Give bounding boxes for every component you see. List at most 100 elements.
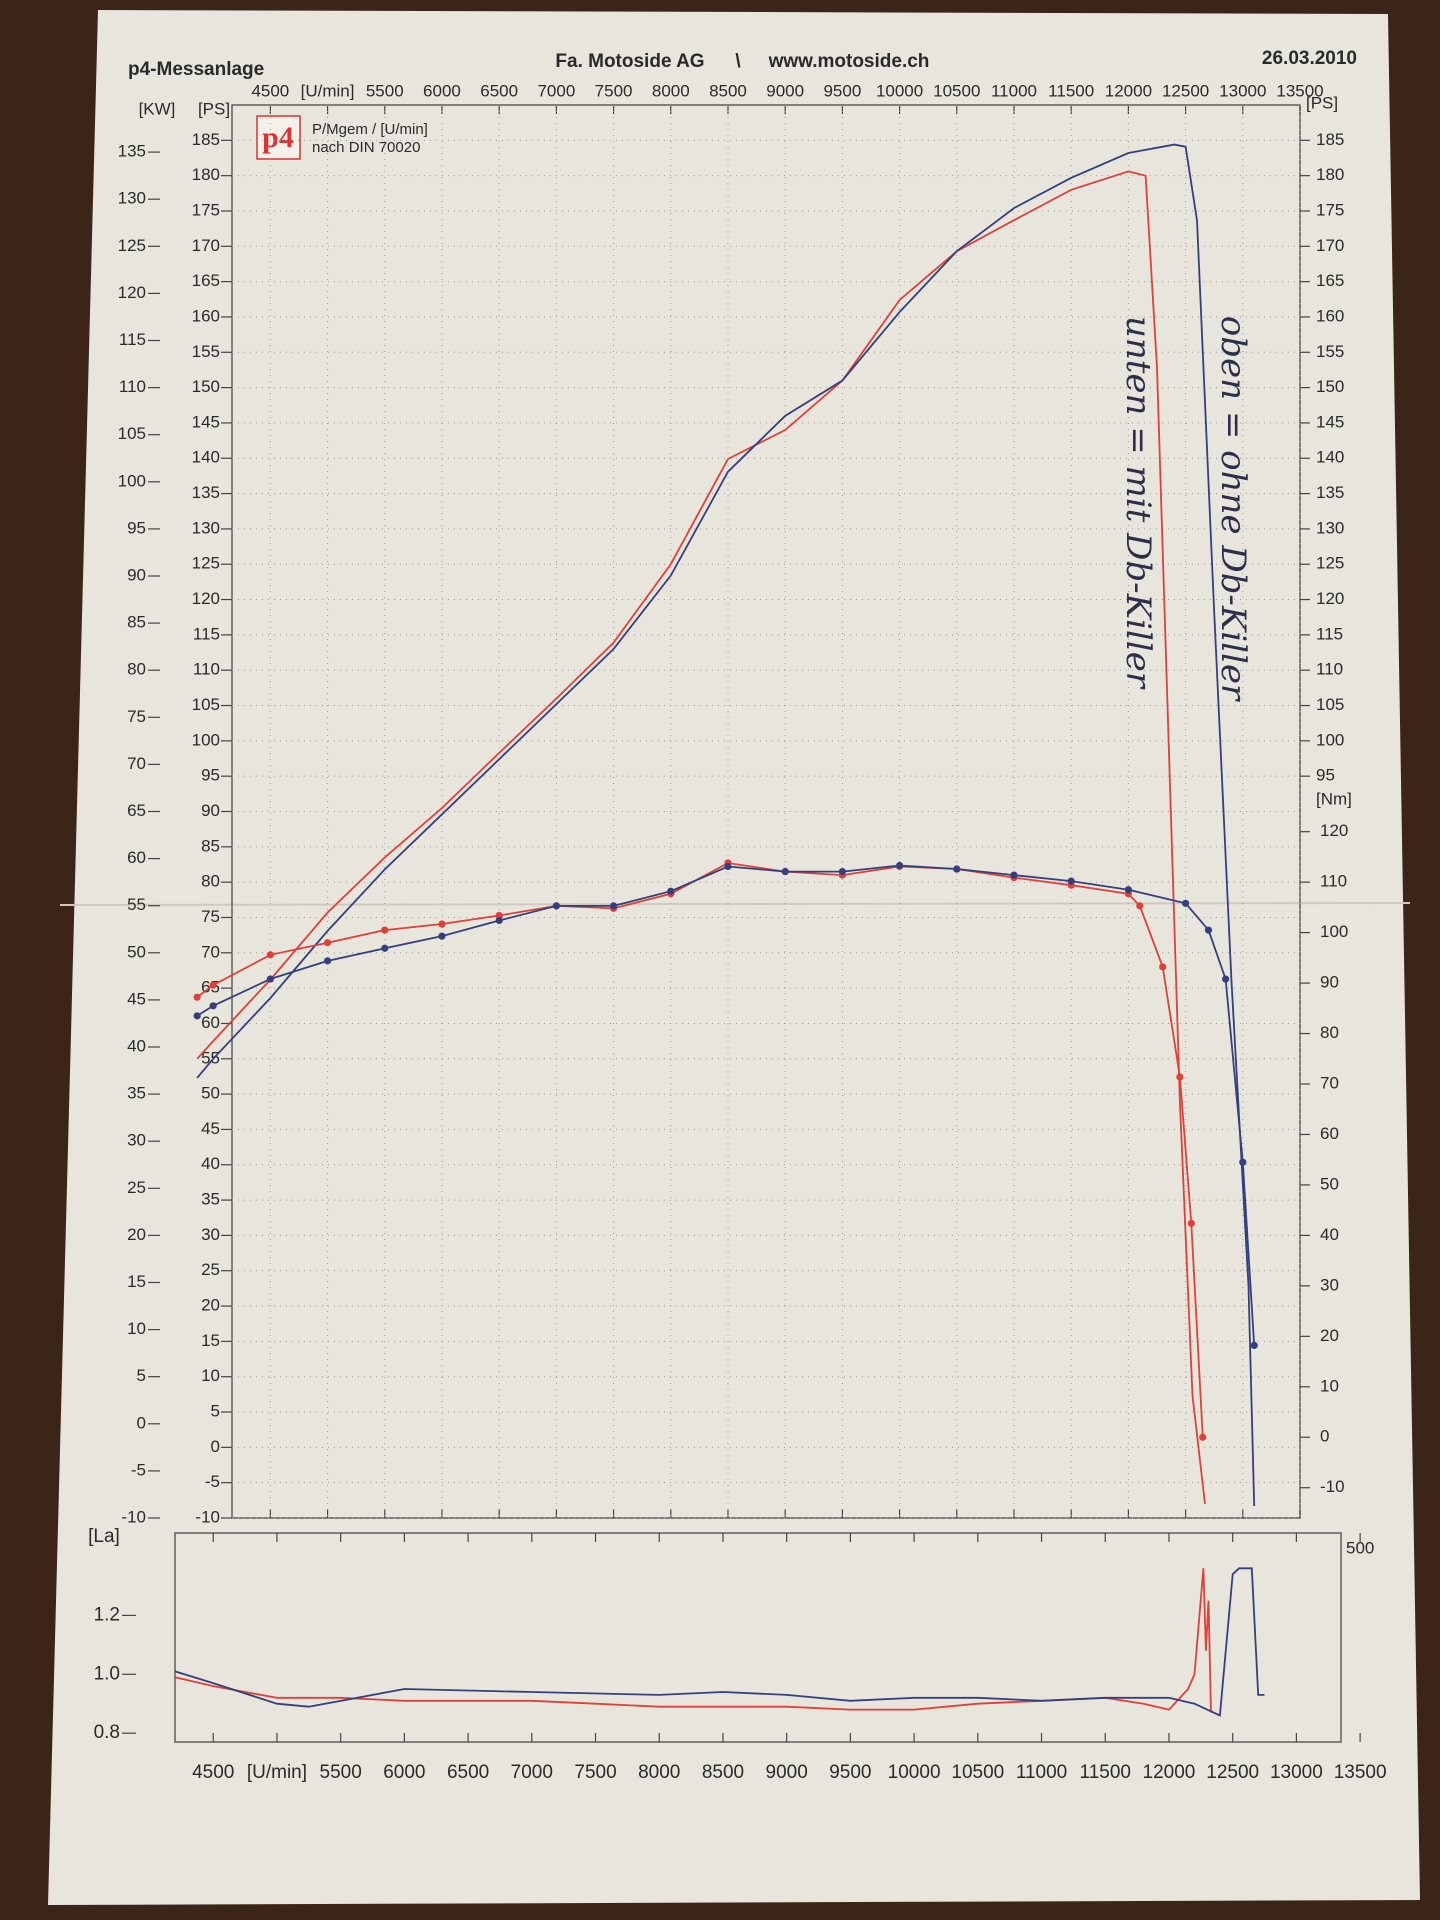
ps-tick-label: 135 xyxy=(192,483,220,502)
ps-right-tick-label: 150 xyxy=(1316,377,1344,396)
lambda-plot-frame xyxy=(174,1532,1342,1743)
ps-tick-label: 45 xyxy=(201,1119,220,1138)
kw-tick-label: 20 xyxy=(127,1225,146,1244)
x-tick-label: 9000 xyxy=(766,1762,808,1783)
x-tick-label: 13500 xyxy=(1276,81,1323,100)
ps-right-tick-label: 185 xyxy=(1316,130,1344,149)
kw-tick-label: 50 xyxy=(127,942,146,961)
x-tick-label: 10500 xyxy=(933,81,980,100)
y-tick-label: 1.0 xyxy=(94,1663,120,1684)
ps-right-tick-label: 105 xyxy=(1316,695,1344,714)
nm-tick-label: 110 xyxy=(1320,872,1347,891)
logo-line: P/Mgem / [U/min] xyxy=(312,121,428,138)
ps-right-tick-label: 100 xyxy=(1316,730,1344,749)
ps-tick-label: 25 xyxy=(201,1260,220,1279)
x-tick-label: 11000 xyxy=(1016,1762,1067,1783)
kw-tick-label: 10 xyxy=(127,1319,146,1338)
marker xyxy=(1136,902,1144,910)
website: www.motoside.ch xyxy=(768,51,930,72)
nm-tick-label: 60 xyxy=(1320,1124,1339,1143)
ps-right-tick-label: 170 xyxy=(1316,236,1344,255)
ps-right-tick-label: 95 xyxy=(1316,766,1335,785)
marker xyxy=(838,867,846,876)
x-tick-label: 6000 xyxy=(423,81,461,100)
ps-tick-label: 15 xyxy=(201,1331,220,1350)
ps-right-tick-label: 145 xyxy=(1316,412,1344,431)
ps-right-tick-label: 155 xyxy=(1316,342,1344,361)
kw-tick-label: 60 xyxy=(127,848,146,867)
marker xyxy=(1181,899,1190,907)
x-tick-label: 8500 xyxy=(702,1762,744,1783)
x-tick-label: 7000 xyxy=(537,81,575,100)
x-tick-label: 11500 xyxy=(1048,81,1094,100)
kw-tick-label: 35 xyxy=(127,1084,146,1103)
kw-tick-label: 105 xyxy=(118,424,146,443)
logo-box xyxy=(256,115,301,160)
ps-tick-label: 125 xyxy=(192,554,220,573)
y-axis-label: [PS] xyxy=(198,99,230,118)
ps-tick-label: 55 xyxy=(201,1048,220,1067)
marker xyxy=(1239,1158,1247,1166)
ps-tick-label: 110 xyxy=(193,660,220,679)
ps-tick-label: 60 xyxy=(201,1013,220,1032)
marker xyxy=(1010,871,1018,879)
ps-tick-label: 20 xyxy=(201,1296,220,1315)
marker xyxy=(552,902,560,910)
nm-tick-label: 50 xyxy=(1320,1174,1339,1193)
kw-tick-label: 65 xyxy=(127,801,146,820)
ps-tick-label: 140 xyxy=(192,448,220,467)
logo-mark: p4 xyxy=(262,121,294,154)
marker xyxy=(895,861,904,870)
date: 26.03.2010 xyxy=(1262,48,1357,69)
marker xyxy=(1204,926,1213,934)
kw-tick-label: 95 xyxy=(127,518,146,537)
y-axis-label: [La] xyxy=(88,1526,120,1547)
ps-tick-label: 170 xyxy=(192,236,220,255)
x-tick-label: 11500 xyxy=(1080,1762,1131,1783)
ps-tick-label: 75 xyxy=(201,907,220,926)
marker xyxy=(209,981,217,989)
x-tick-label: 9500 xyxy=(823,81,861,100)
nm-tick-label: 100 xyxy=(1320,922,1348,941)
marker xyxy=(266,975,274,983)
ps-right-tick-label: 165 xyxy=(1316,271,1344,290)
x-tick-label: 5500 xyxy=(320,1762,362,1783)
x-tick-label: 12500 xyxy=(1162,81,1209,100)
nm-tick-label: 30 xyxy=(1320,1275,1339,1294)
ps-tick-label: 50 xyxy=(201,1084,220,1103)
series-line xyxy=(174,1567,1265,1717)
nm-tick-label: 40 xyxy=(1320,1225,1339,1244)
marker xyxy=(1222,975,1230,983)
kw-tick-label: 125 xyxy=(118,236,146,255)
marker xyxy=(193,993,201,1001)
ps-tick-label: 70 xyxy=(201,942,220,961)
marker xyxy=(667,887,675,895)
marker xyxy=(266,951,274,959)
corner-label: 500 xyxy=(1346,1538,1374,1557)
ps-right-tick-label: 115 xyxy=(1316,624,1343,643)
ps-tick-label: 155 xyxy=(192,342,220,361)
marker xyxy=(781,867,789,876)
ps-right-tick-label: 135 xyxy=(1316,483,1344,502)
x-tick-label: 8500 xyxy=(709,81,747,100)
x-tick-label: 6500 xyxy=(447,1762,489,1783)
ps-right-axis-label: [PS] xyxy=(1306,93,1338,112)
kw-tick-label: 55 xyxy=(127,895,146,914)
x-tick-label: 7500 xyxy=(595,81,633,100)
kw-tick-label: 85 xyxy=(127,613,146,632)
series-line xyxy=(196,143,1256,1507)
kw-tick-label: 40 xyxy=(127,1036,146,1055)
kw-tick-label: 5 xyxy=(137,1366,146,1385)
x-tick-label: 9000 xyxy=(766,81,804,100)
ps-tick-label: 95 xyxy=(201,766,220,785)
kw-tick-label: 130 xyxy=(118,189,146,208)
ps-tick-label: 100 xyxy=(192,730,220,749)
nm-tick-label: 90 xyxy=(1320,973,1339,992)
ps-tick-label: 80 xyxy=(201,872,220,891)
ps-tick-label: 165 xyxy=(192,271,220,290)
x-tick-label: 8000 xyxy=(652,81,690,100)
x-tick-label: [U/min] xyxy=(301,81,355,100)
kw-tick-label: 120 xyxy=(118,283,146,302)
ps-tick-label: 10 xyxy=(201,1366,220,1385)
